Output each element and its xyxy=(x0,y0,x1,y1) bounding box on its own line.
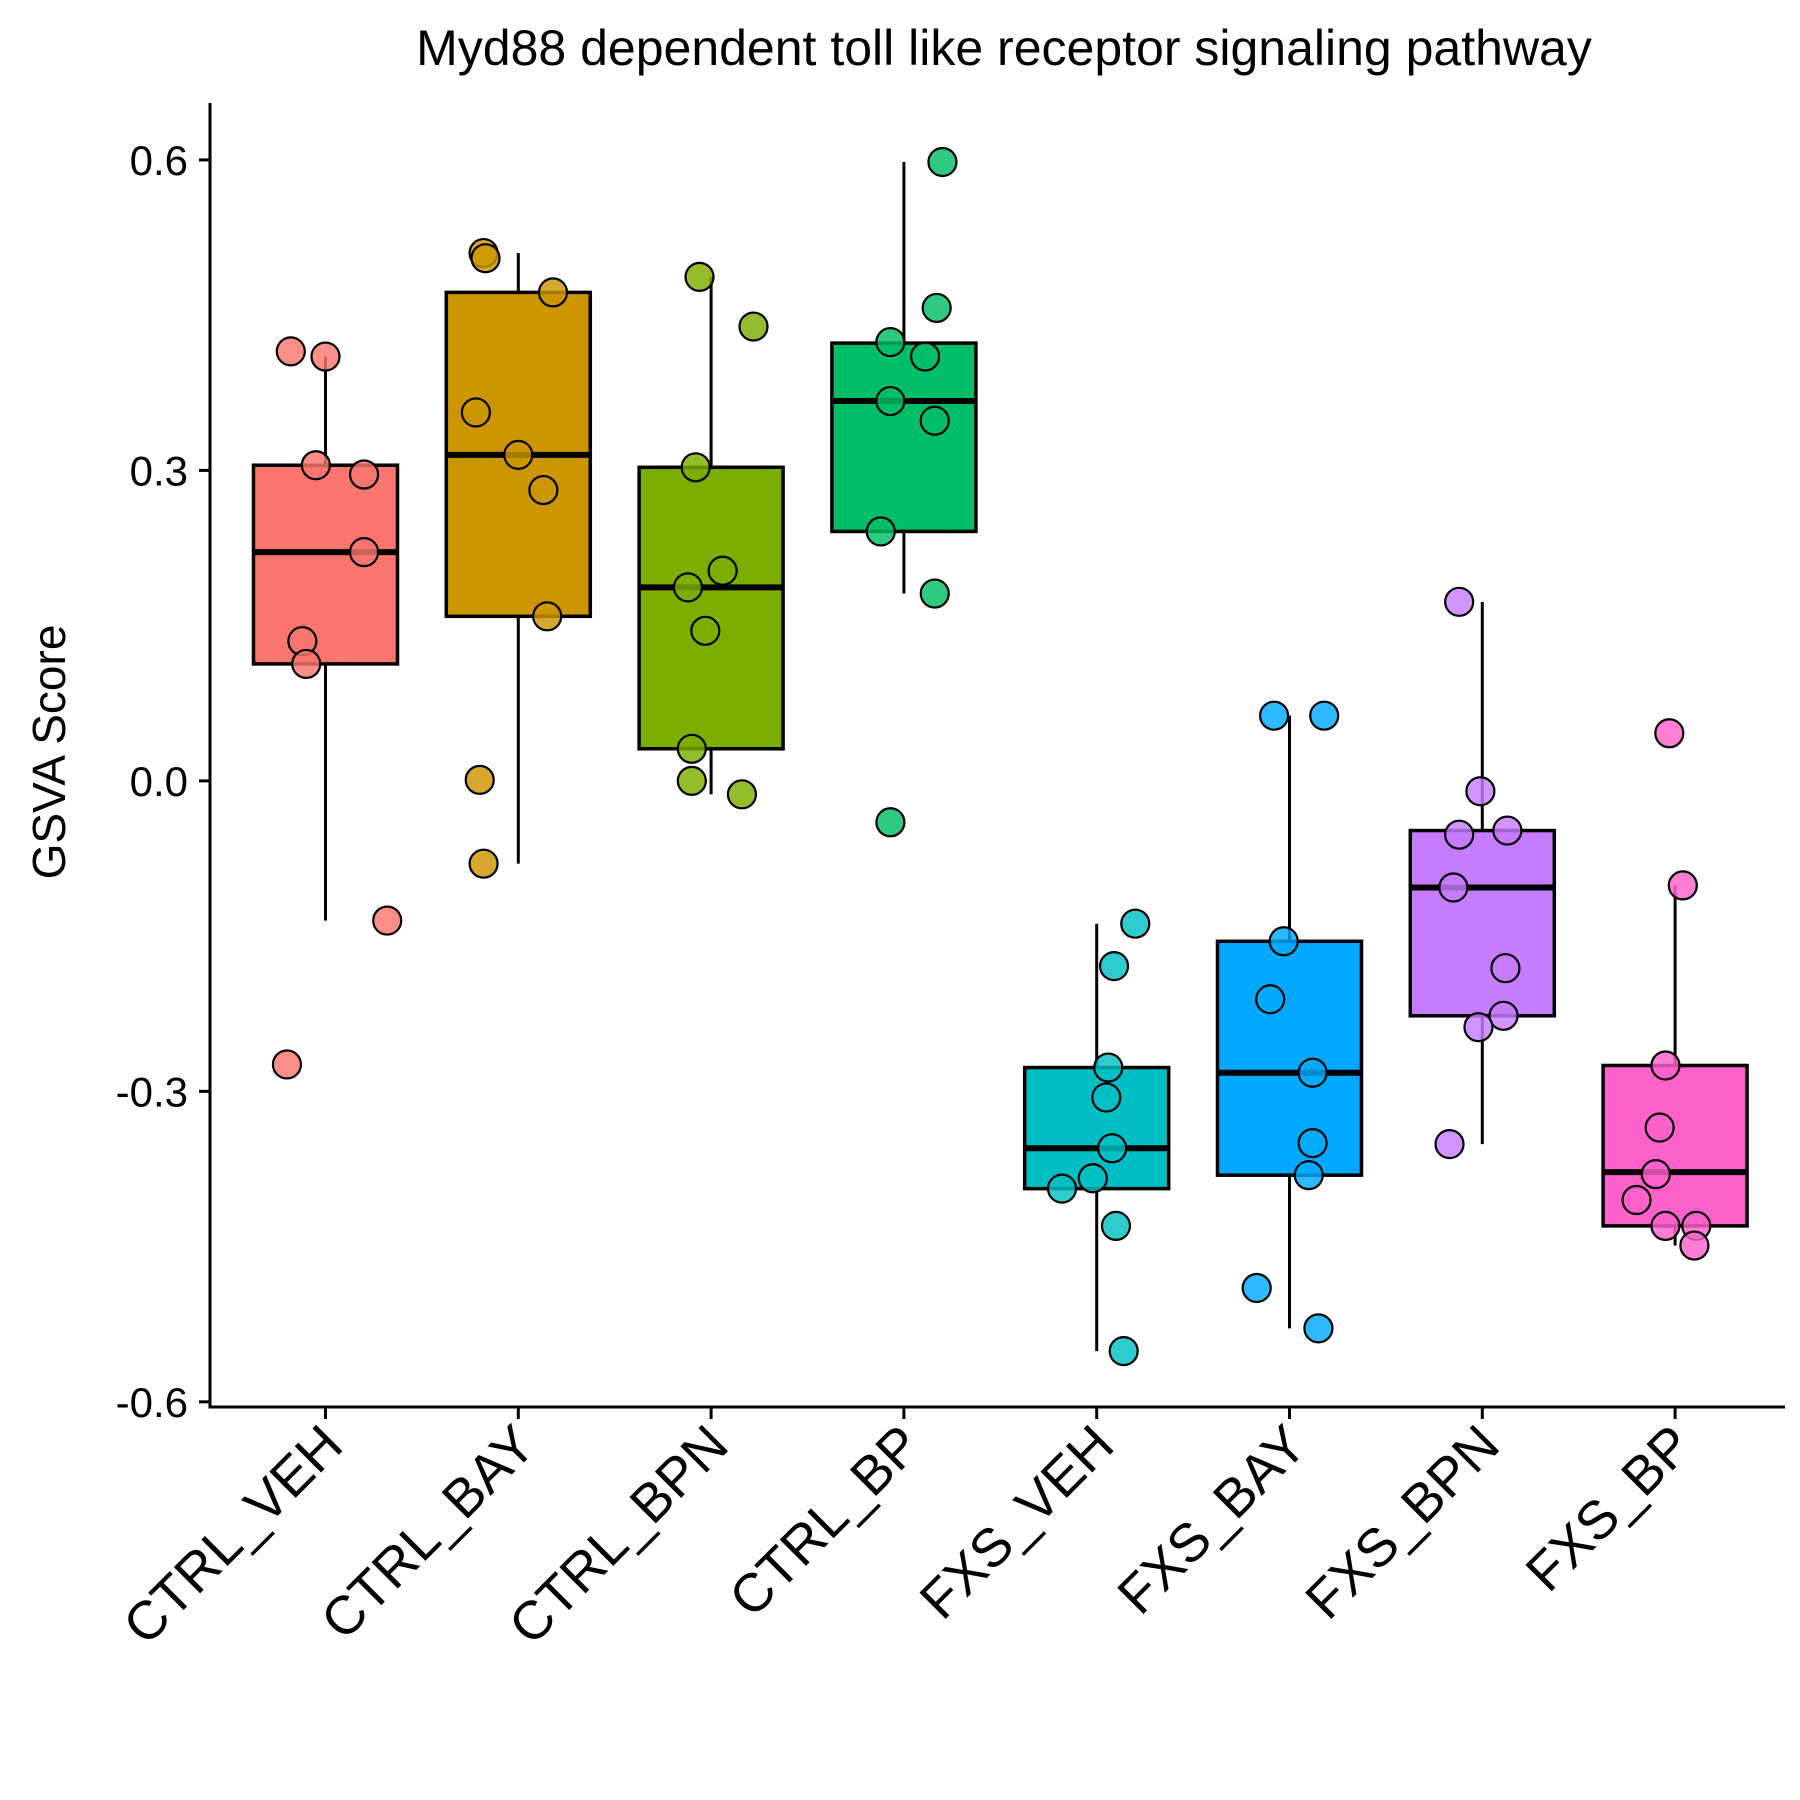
data-point xyxy=(348,459,380,490)
box-series xyxy=(251,161,1749,1352)
data-point xyxy=(1120,908,1151,939)
data-point xyxy=(726,779,758,810)
x-ticks: CTRL_VEHCTRL_BAYCTRL_BPNCTRL_BPFXS_VEHFX… xyxy=(112,1407,1704,1656)
data-point xyxy=(532,601,563,632)
data-point xyxy=(1463,1012,1494,1043)
box-body xyxy=(251,463,400,666)
y-tick-label: -0.3 xyxy=(116,1068,188,1115)
data-point xyxy=(1640,1159,1671,1190)
data-point xyxy=(676,733,707,764)
data-point xyxy=(300,450,331,481)
data-point xyxy=(1490,953,1521,984)
data-point xyxy=(1100,1210,1132,1241)
data-point xyxy=(1621,1184,1652,1216)
x-tick-label-fxs-veh: FXS_VEH xyxy=(909,1414,1125,1630)
data-point xyxy=(875,326,906,358)
jitter-points xyxy=(271,146,1712,1367)
data-point xyxy=(372,905,403,936)
x-tick-label-fxs-bp: FXS_BP xyxy=(1515,1414,1704,1603)
data-point xyxy=(676,765,707,796)
box-fxs-veh xyxy=(1022,923,1171,1352)
data-point xyxy=(1438,872,1469,903)
data-point xyxy=(1654,718,1685,749)
data-point xyxy=(348,537,380,568)
data-point xyxy=(1303,1313,1334,1344)
data-point xyxy=(1293,1160,1324,1191)
data-point xyxy=(1268,926,1299,957)
x-tick-label-ctrl-bp: CTRL_BP xyxy=(718,1414,932,1628)
data-point xyxy=(1434,1129,1465,1160)
data-point xyxy=(470,243,501,274)
data-point xyxy=(875,807,906,838)
data-point xyxy=(1241,1272,1272,1304)
data-point xyxy=(875,385,906,417)
data-point xyxy=(1444,819,1475,850)
box-ctrl-bpn xyxy=(637,276,785,795)
data-point xyxy=(1255,984,1286,1015)
x-tick-label-ctrl-veh: CTRL_VEH xyxy=(112,1414,354,1656)
y-axis-label: GSVA Score xyxy=(23,625,75,880)
data-point xyxy=(1679,1230,1710,1261)
data-point xyxy=(1488,1000,1519,1031)
data-point xyxy=(919,578,950,609)
data-point xyxy=(537,277,569,308)
box-ctrl-bp xyxy=(830,161,978,594)
data-point xyxy=(707,555,738,586)
box-fxs-bpn xyxy=(1408,601,1557,1145)
data-point xyxy=(1046,1173,1078,1204)
data-point xyxy=(1650,1050,1681,1081)
data-point xyxy=(1108,1336,1139,1367)
box-body xyxy=(1408,828,1557,1018)
x-tick-label-fxs-bay: FXS_BAY xyxy=(1106,1414,1318,1626)
data-point xyxy=(503,439,534,470)
data-point xyxy=(921,292,952,324)
box-body xyxy=(830,341,978,534)
data-point xyxy=(1258,700,1290,731)
data-point xyxy=(464,764,495,795)
box-ctrl-veh xyxy=(251,356,400,921)
data-point xyxy=(1091,1082,1122,1113)
y-tick-label: -0.6 xyxy=(116,1379,188,1426)
data-point xyxy=(684,261,715,292)
data-point xyxy=(1097,1133,1128,1164)
data-point xyxy=(927,146,958,178)
data-point xyxy=(1444,586,1475,617)
data-point xyxy=(1650,1210,1681,1241)
data-point xyxy=(1297,1057,1328,1088)
data-point xyxy=(1644,1112,1675,1143)
box-body xyxy=(1215,939,1364,1177)
data-point xyxy=(680,452,711,483)
data-point xyxy=(910,341,941,372)
data-point xyxy=(275,336,306,367)
chart-title: Myd88 dependent toll like receptor signa… xyxy=(416,20,1592,76)
data-point xyxy=(1093,1052,1124,1083)
data-point xyxy=(1098,951,1130,982)
data-point xyxy=(738,311,769,342)
data-point xyxy=(690,615,721,646)
data-point xyxy=(1492,815,1523,846)
data-point xyxy=(1297,1127,1328,1159)
data-point xyxy=(672,572,704,603)
box-fxs-bay xyxy=(1215,715,1364,1329)
data-point xyxy=(460,397,491,428)
x-tick-label-fxs-bpn: FXS_BPN xyxy=(1294,1414,1510,1630)
y-ticks: -0.6 -0.3 0.0 0.3 0.6 xyxy=(116,137,210,1426)
data-point xyxy=(528,474,559,506)
box-body xyxy=(637,465,785,751)
data-point xyxy=(291,648,322,680)
data-point xyxy=(468,848,499,879)
y-tick-label: 0.0 xyxy=(130,758,188,805)
y-tick-label: 0.6 xyxy=(130,137,188,184)
data-point xyxy=(1667,870,1698,901)
data-point xyxy=(1077,1163,1108,1194)
data-point xyxy=(310,341,341,372)
data-point xyxy=(1465,776,1496,807)
data-point xyxy=(919,405,950,436)
data-point xyxy=(1309,700,1340,731)
data-point xyxy=(271,1049,303,1080)
y-tick-label: 0.3 xyxy=(130,447,188,494)
data-point xyxy=(865,516,896,547)
